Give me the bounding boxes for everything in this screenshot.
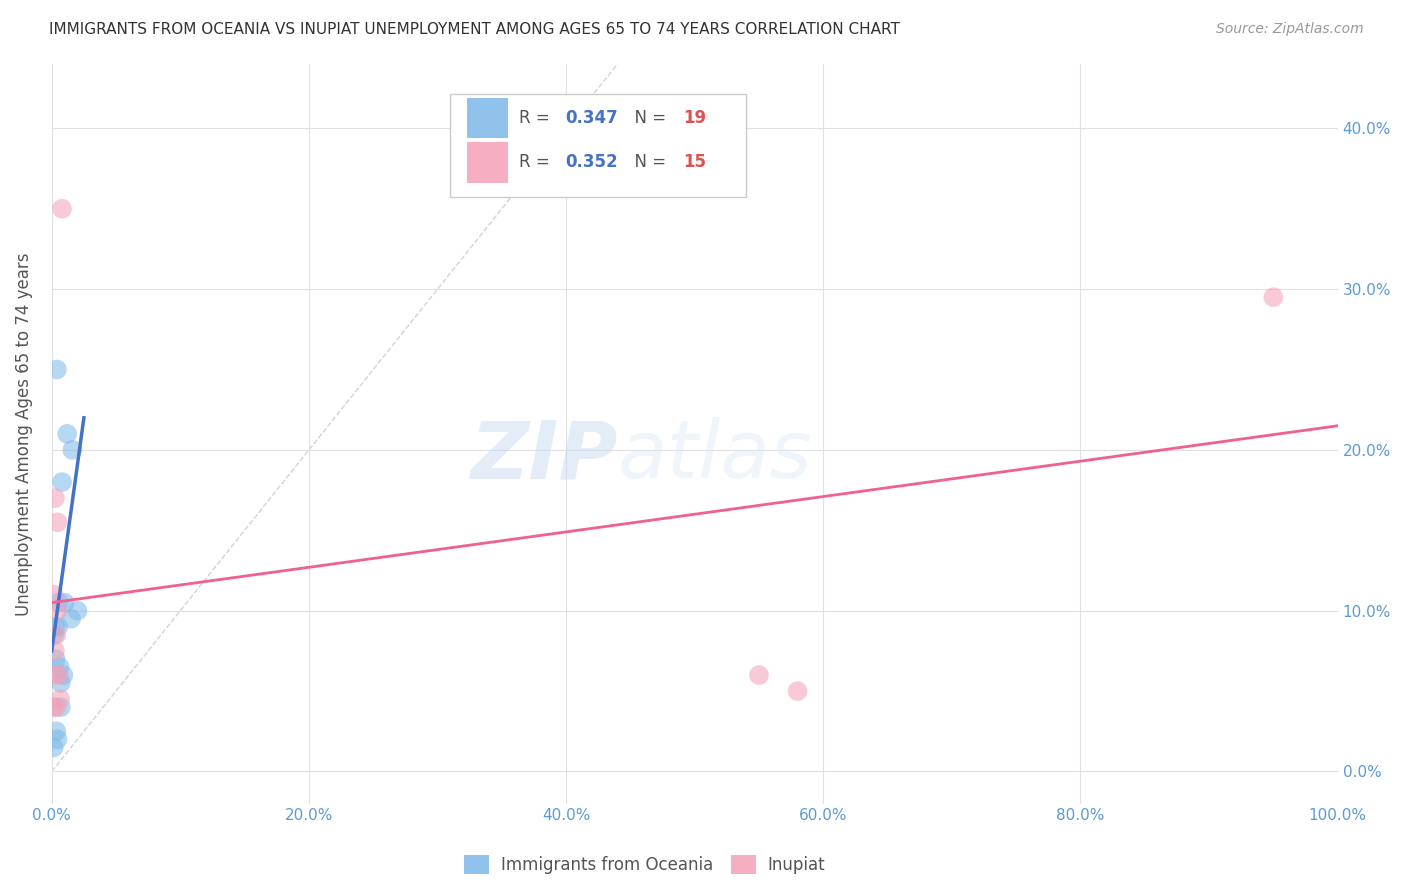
Text: 0.352: 0.352 [565, 153, 617, 171]
Text: Inupiat: Inupiat [768, 856, 825, 874]
FancyBboxPatch shape [467, 142, 508, 183]
FancyBboxPatch shape [450, 94, 747, 197]
Text: IMMIGRANTS FROM OCEANIA VS INUPIAT UNEMPLOYMENT AMONG AGES 65 TO 74 YEARS CORREL: IMMIGRANTS FROM OCEANIA VS INUPIAT UNEMP… [49, 22, 900, 37]
Text: Source: ZipAtlas.com: Source: ZipAtlas.com [1216, 22, 1364, 37]
Point [46, 732, 69, 747]
Text: N =: N = [624, 153, 671, 171]
Point [49, 676, 72, 690]
Text: ZIP: ZIP [470, 417, 617, 495]
Point [44, 620, 66, 634]
Point [51, 202, 73, 216]
Text: atlas: atlas [617, 417, 813, 495]
Point [56, 426, 79, 441]
Point [42, 588, 65, 602]
Point [66, 604, 89, 618]
Point [786, 684, 808, 698]
Point [45, 700, 67, 714]
Text: Immigrants from Oceania: Immigrants from Oceania [501, 856, 713, 874]
Text: R =: R = [519, 153, 554, 171]
Point [44, 628, 66, 642]
Point [44, 644, 66, 658]
Text: 19: 19 [683, 109, 706, 127]
Point [48, 668, 70, 682]
Point [46, 604, 69, 618]
Point [48, 660, 70, 674]
Point [44, 668, 66, 682]
Point [748, 668, 770, 682]
Point [49, 692, 72, 706]
Point [49, 700, 72, 714]
Point [48, 596, 70, 610]
Point [46, 515, 69, 529]
Point [46, 620, 69, 634]
Point [60, 442, 83, 457]
Text: 15: 15 [683, 153, 706, 171]
Text: R =: R = [519, 109, 554, 127]
Y-axis label: Unemployment Among Ages 65 to 74 years: Unemployment Among Ages 65 to 74 years [15, 252, 32, 615]
Text: N =: N = [624, 109, 671, 127]
Point [53, 596, 76, 610]
Point [42, 740, 65, 755]
Point [45, 724, 67, 739]
Point [51, 475, 73, 489]
Point [42, 700, 65, 714]
Point [1263, 290, 1285, 304]
Text: 0.347: 0.347 [565, 109, 617, 127]
FancyBboxPatch shape [467, 98, 508, 138]
Point [52, 668, 75, 682]
Point [44, 491, 66, 505]
Point [45, 652, 67, 666]
Point [45, 362, 67, 376]
Point [45, 628, 67, 642]
Point [60, 612, 83, 626]
